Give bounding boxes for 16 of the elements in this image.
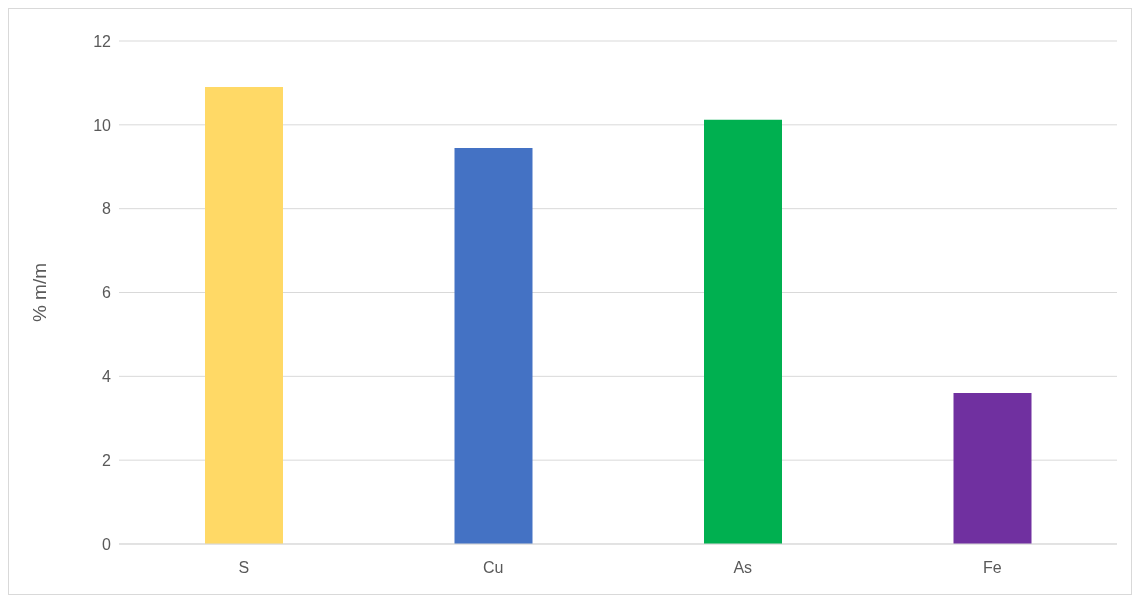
bar xyxy=(454,147,533,544)
y-tick-label: 10 xyxy=(93,116,112,134)
x-tick-label: S xyxy=(238,559,250,577)
bar xyxy=(953,393,1032,544)
bar xyxy=(205,87,283,544)
x-tick-label: Cu xyxy=(483,559,504,577)
x-tick-label: Fe xyxy=(982,559,1002,577)
y-tick-label: 12 xyxy=(93,32,112,50)
y-tick-label: 8 xyxy=(102,200,112,218)
y-axis-title: % m/m xyxy=(28,262,50,323)
y-tick-label: 0 xyxy=(102,535,112,553)
y-tick-label: 2 xyxy=(102,451,112,469)
x-tick-label: As xyxy=(733,559,753,577)
y-tick-label: 6 xyxy=(102,284,112,302)
y-tick-label: 4 xyxy=(102,368,112,386)
bar xyxy=(704,119,782,544)
